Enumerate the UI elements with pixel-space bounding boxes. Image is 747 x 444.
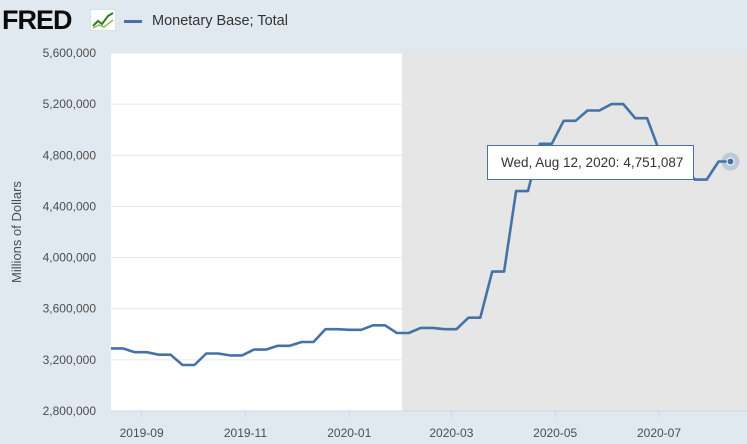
x-tick-label: 2019-11 bbox=[224, 426, 267, 440]
x-tick-label: 2020-05 bbox=[533, 426, 577, 440]
legend[interactable]: Monetary Base; Total bbox=[124, 10, 288, 32]
series-line[interactable] bbox=[111, 102, 731, 367]
y-tick-label: 4,800,000 bbox=[43, 148, 97, 162]
hover-marker[interactable] bbox=[726, 157, 735, 166]
recession-shading bbox=[402, 53, 747, 411]
tooltip: Wed, Aug 12, 2020: 4,751,087 bbox=[487, 145, 694, 180]
fred-logo[interactable]: FRED bbox=[2, 5, 72, 35]
header: FRED Monetary Base; Total bbox=[0, 0, 747, 44]
x-tick-label: 2020-01 bbox=[327, 426, 371, 440]
tooltip-value: 4,751,087 bbox=[623, 155, 684, 170]
x-tick-label: 2020-03 bbox=[429, 426, 473, 440]
y-tick-label: 5,200,000 bbox=[43, 97, 97, 111]
y-tick-label: 3,600,000 bbox=[43, 302, 97, 316]
x-tick-label: 2020-07 bbox=[637, 426, 681, 440]
y-tick-label: 3,200,000 bbox=[43, 353, 97, 367]
y-tick-label: 2,800,000 bbox=[43, 404, 97, 418]
x-tick-label: 2019-09 bbox=[120, 426, 164, 440]
y-tick-label: 5,600,000 bbox=[43, 46, 97, 60]
y-tick-label: 4,400,000 bbox=[43, 199, 97, 213]
fred-chart-logo-icon bbox=[90, 9, 116, 31]
legend-swatch bbox=[124, 19, 142, 23]
legend-label: Monetary Base; Total bbox=[152, 13, 288, 29]
y-tick-label: 4,000,000 bbox=[43, 251, 97, 265]
y-axis-label: Millions of Dollars bbox=[9, 181, 24, 283]
tooltip-date: Wed, Aug 12, 2020: bbox=[501, 155, 620, 170]
x-axis: 2019-09 2019-11 2020-01 2020-03 2020-05 2020-… bbox=[120, 411, 681, 440]
y-axis: 2,800,000 3,200,000 3,600,000 4,000,000 4,40… bbox=[43, 46, 97, 418]
